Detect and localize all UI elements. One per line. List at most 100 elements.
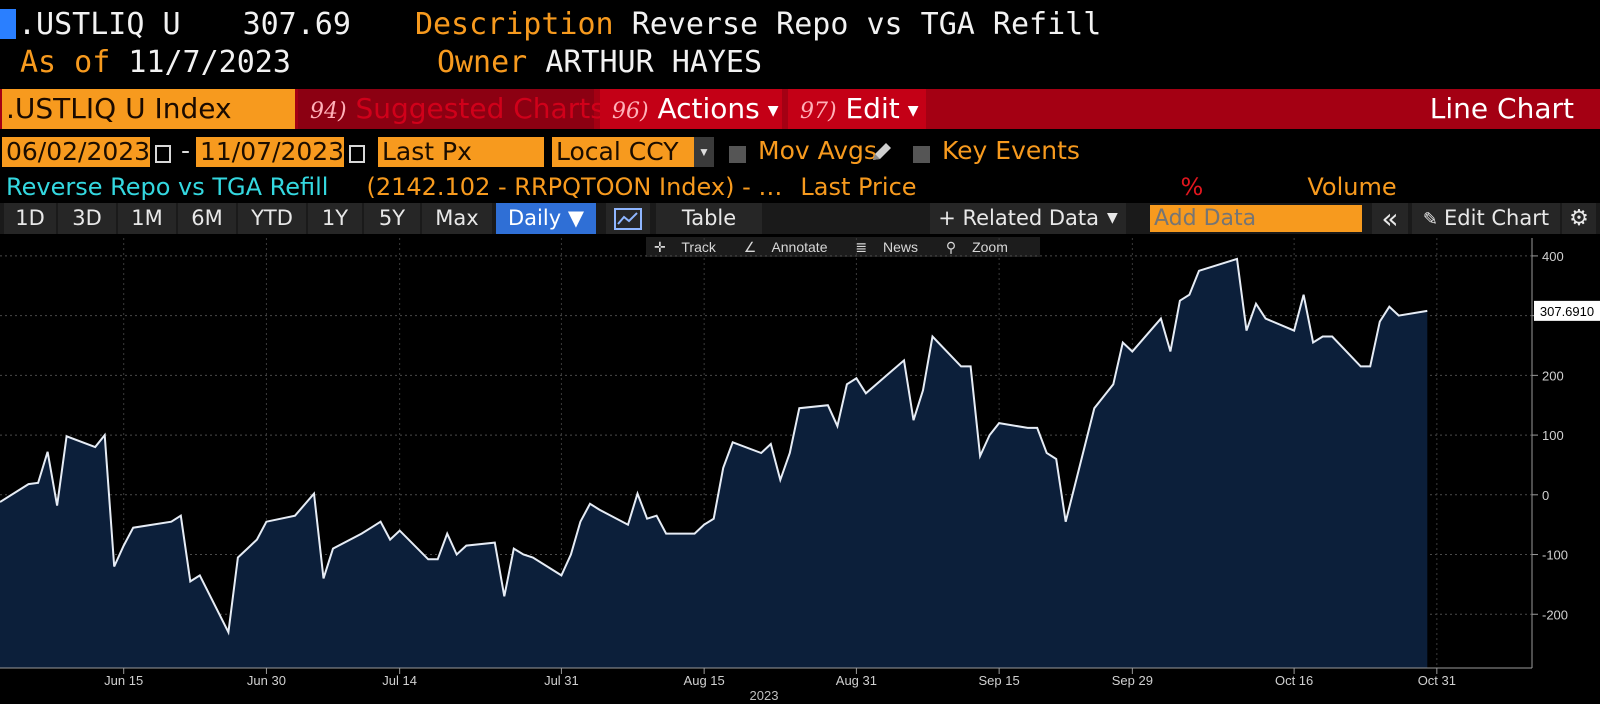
legend-percent: %: [1180, 173, 1204, 201]
track-tool[interactable]: ✛ Track: [654, 239, 728, 255]
period-6m-button[interactable]: 6M: [178, 203, 236, 234]
suggested-charts-label: Suggested Charts: [355, 92, 605, 125]
period-max-button[interactable]: Max: [422, 203, 492, 234]
x-tick-label: Oct 16: [1275, 673, 1313, 688]
owner-label: Owner: [436, 45, 528, 80]
y-tick-label: 200: [1542, 368, 1564, 383]
currency-select[interactable]: Local CCY: [552, 137, 694, 167]
period-1d-button[interactable]: 1D: [4, 203, 56, 234]
x-axis-title: 2023: [750, 688, 779, 703]
chart-legend: Reverse Repo vs TGA Refill (2142.102 - RR…: [6, 172, 1397, 202]
owner-value: ARTHUR HAYES: [545, 45, 763, 80]
security-subheader: As of 11/7/2023 Owner ARTHUR HAYES: [0, 46, 762, 80]
currency-dropdown-icon[interactable]: ▼: [694, 137, 714, 167]
price-field-select[interactable]: Last Px: [378, 137, 544, 167]
news-icon: ≣: [855, 239, 868, 255]
x-tick-label: Sep 29: [1112, 673, 1153, 688]
pencil-icon: ✎: [1422, 209, 1439, 230]
chart-style-button[interactable]: [606, 203, 650, 234]
suggested-charts-menu[interactable]: 94) Suggested Charts: [298, 89, 605, 129]
x-tick-label: Aug 15: [684, 673, 725, 688]
key-events-label: Key Events: [942, 136, 1080, 165]
legend-volume: Volume: [1307, 173, 1397, 201]
annotate-tool[interactable]: ∠ Annotate: [744, 239, 840, 255]
x-tick-label: Jun 30: [247, 673, 286, 688]
actions-menu[interactable]: 96) Actions ▼: [600, 89, 782, 129]
end-date-input[interactable]: 11/07/2023: [196, 137, 344, 167]
period-3d-button[interactable]: 3D: [58, 203, 116, 234]
asof-value: 11/7/2023: [128, 45, 291, 80]
news-tool[interactable]: ≣ News: [855, 239, 930, 255]
key-events-checkbox[interactable]: [913, 146, 930, 163]
command-cursor: [0, 9, 16, 39]
news-label: News: [883, 239, 919, 255]
gear-icon[interactable]: ⚙: [1562, 203, 1596, 234]
edit-label: Edit: [845, 92, 900, 125]
series-line: [0, 257, 1428, 636]
chart-type-label: Line Chart: [1429, 92, 1574, 125]
period-1y-button[interactable]: 1Y: [308, 203, 362, 234]
zoom-icon: ⚲: [945, 239, 957, 255]
actions-number: 96): [612, 99, 649, 124]
x-axis-ticks: Jun 15 Jun 30 Jul 14 Jul 31 Aug 15 Aug 31 Sep …: [104, 668, 1456, 688]
last-value-label: 307.6910: [1540, 304, 1594, 319]
pencil-icon[interactable]: [870, 141, 894, 163]
x-tick-label: Aug 31: [836, 673, 877, 688]
calendar-icon[interactable]: [349, 145, 365, 163]
edit-menu[interactable]: 97) Edit ▼: [788, 89, 926, 129]
menu-bar: .USTLIQ U Index 94) Suggested Charts 96)…: [0, 89, 1600, 129]
security-index-field[interactable]: .USTLIQ U Index: [2, 89, 295, 129]
related-data-menu[interactable]: + Related Data ▼: [930, 203, 1126, 234]
edit-chart-button[interactable]: ✎ Edit Chart: [1412, 203, 1560, 234]
last-value-box: [1534, 300, 1600, 321]
track-label: Track: [681, 239, 716, 255]
last-price: 307.69: [242, 7, 351, 42]
period-5y-button[interactable]: 5Y: [364, 203, 420, 234]
asof-label: As of: [20, 45, 111, 80]
period-ytd-button[interactable]: YTD: [238, 203, 306, 234]
x-tick-label: Jun 15: [104, 673, 143, 688]
edit-chart-label: Edit Chart: [1444, 206, 1550, 230]
annotate-label: Annotate: [771, 239, 828, 255]
table-button[interactable]: Table: [656, 203, 762, 234]
last-value-marker: 307.6910: [1534, 300, 1600, 321]
chevron-down-icon: ▼: [907, 103, 919, 119]
x-tick-label: Oct 31: [1418, 673, 1456, 688]
y-tick-label: -200: [1542, 607, 1568, 622]
crosshair-icon: ✛: [654, 239, 666, 255]
mov-avgs-checkbox[interactable]: [729, 146, 746, 163]
legend-last-price: Last Price: [800, 173, 917, 201]
annotate-icon: ∠: [743, 239, 757, 255]
period-1m-button[interactable]: 1M: [118, 203, 176, 234]
y-tick-label: 400: [1542, 249, 1564, 264]
legend-series-detail: (2142.102 - RRPQTOON Index) - …: [366, 173, 783, 201]
line-chart-icon: [614, 208, 642, 230]
security-header: .USTLIQ U 307.69 Description Reverse Repo …: [0, 8, 1101, 42]
related-data-label: + Related Data: [938, 206, 1100, 230]
collapse-button[interactable]: «: [1372, 203, 1408, 234]
x-tick-label: Sep 15: [979, 673, 1020, 688]
y-tick-label: 100: [1542, 428, 1564, 443]
description-label: Description: [414, 7, 614, 42]
chevron-down-icon: ▼: [1107, 210, 1118, 226]
series-area: [0, 258, 1428, 668]
start-date-input[interactable]: 06/02/2023: [2, 137, 150, 167]
date-range-separator: -: [181, 136, 191, 165]
chart-tools-strip: ✛ Track ∠ Annotate ≣ News ⚲ Zoom: [646, 237, 1040, 257]
suggested-charts-number: 94): [310, 99, 347, 124]
actions-label: Actions: [657, 92, 760, 125]
legend-series-name: Reverse Repo vs TGA Refill: [6, 173, 329, 201]
frequency-select[interactable]: Daily ▼: [496, 203, 596, 234]
x-tick-label: Jul 31: [544, 673, 579, 688]
y-tick-label: -100: [1542, 548, 1568, 563]
ticker: .USTLIQ U: [18, 7, 181, 42]
description-value: Reverse Repo vs TGA Refill: [631, 7, 1102, 42]
add-data-input[interactable]: [1150, 205, 1362, 232]
y-tick-label: 0: [1542, 488, 1549, 503]
x-tick-label: Jul 14: [382, 673, 417, 688]
edit-number: 97): [800, 99, 837, 124]
chevron-down-icon: ▼: [767, 103, 779, 119]
calendar-icon[interactable]: [155, 145, 171, 163]
mov-avgs-label: Mov Avgs: [758, 136, 877, 165]
